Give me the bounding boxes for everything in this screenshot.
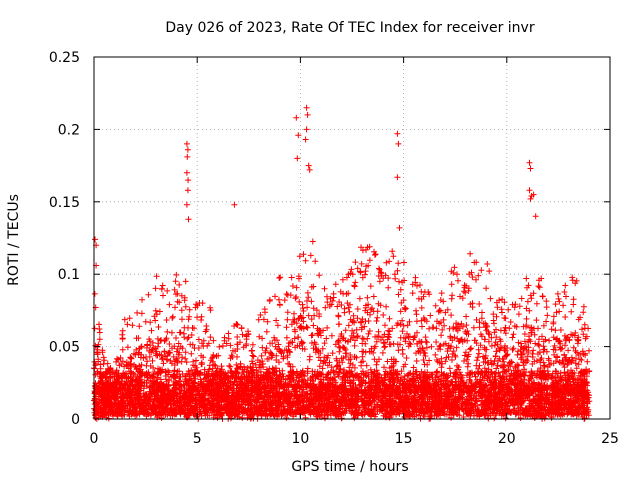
x-tick-label: 10 (291, 431, 309, 447)
y-tick-label: 0 (71, 412, 80, 428)
y-axis-label: ROTI / TECUs (6, 194, 22, 286)
plot-frame (93, 56, 611, 420)
y-tick-label: 0.2 (58, 122, 80, 138)
x-tick-label: 20 (498, 431, 516, 447)
y-tick-label: 0.15 (49, 195, 80, 211)
y-tick-label: 0.25 (49, 50, 80, 66)
roti-markers (91, 104, 593, 422)
axis-ticks (93, 56, 611, 420)
data-points (91, 104, 593, 422)
y-tick-labels: 0 0.05 0.1 0.15 0.2 0.25 (49, 50, 80, 428)
y-tick-label: 0.05 (49, 340, 80, 356)
y-tick-label: 0.1 (58, 267, 80, 283)
x-tick-labels: 0 5 10 15 20 25 (90, 431, 619, 447)
x-tick-label: 15 (395, 431, 413, 447)
x-tick-label: 0 (90, 431, 99, 447)
x-axis-label: GPS time / hours (291, 459, 408, 475)
x-tick-label: 25 (601, 431, 619, 447)
x-tick-label: 5 (193, 431, 202, 447)
chart-title: Day 026 of 2023, Rate Of TEC Index for r… (165, 20, 534, 36)
grid-lines (94, 57, 610, 419)
